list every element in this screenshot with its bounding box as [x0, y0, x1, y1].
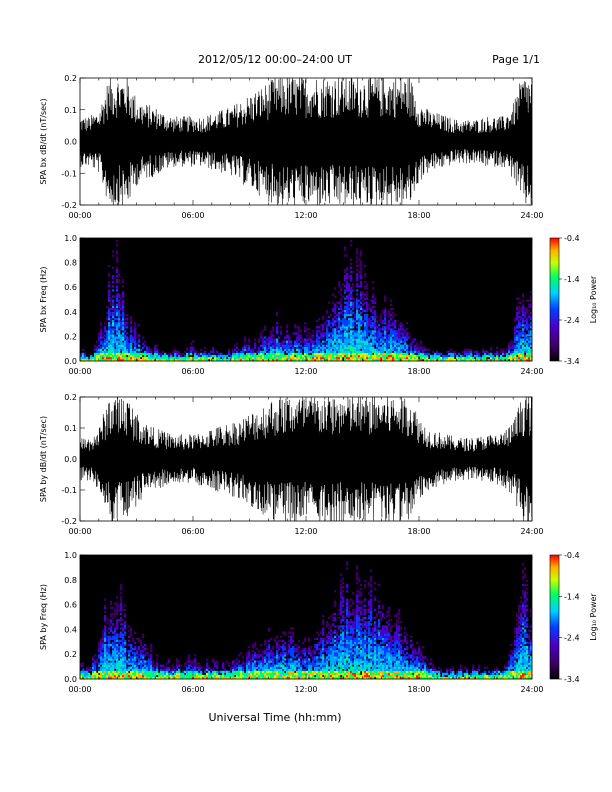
x-tick-label: 18:00 [407, 685, 430, 694]
y-tick-label: -0.2 [61, 517, 77, 526]
colorbar-tick-label: -3.4 [564, 357, 580, 366]
colorbar-tick-label: -1.4 [564, 275, 580, 284]
y-tick-label: 0.1 [64, 106, 77, 115]
y-tick-label: 0.2 [64, 393, 77, 402]
x-tick-label: 12:00 [294, 527, 317, 536]
x-tick-label: 24:00 [520, 367, 543, 376]
panel-by-timeseries: 00:00 06:00 12:00 18:00 24:00 -0.2 -0.1 0.0 0.1 0… [39, 393, 544, 536]
y-tick-label: 0.4 [64, 625, 77, 634]
y-tick-label: -0.2 [61, 201, 77, 210]
x-tick-label: 12:00 [294, 685, 317, 694]
y-tick-label: -0.1 [61, 169, 77, 178]
y-tick-label: 0.2 [64, 650, 77, 659]
y-axis-label: SPA by Freq (Hz) [39, 584, 48, 650]
x-axis-label: Universal Time (hh:mm) [208, 711, 342, 724]
x-tick-label: 18:00 [407, 527, 430, 536]
x-tick-label: 24:00 [520, 685, 543, 694]
x-tick-label: 18:00 [407, 367, 430, 376]
colorbar-tick-label: -2.4 [564, 316, 580, 325]
x-tick-label: 00:00 [68, 685, 91, 694]
x-tick-label: 00:00 [68, 211, 91, 220]
y-tick-label: 0.1 [64, 424, 77, 433]
x-tick-label: 06:00 [181, 527, 204, 536]
y-tick-label: -0.1 [61, 486, 77, 495]
panel-bx-timeseries: 00:00 06:00 12:00 18:00 24:00 -0.2 -0.1 0.0 0.1 0… [39, 74, 544, 220]
x-tick-label: 00:00 [68, 367, 91, 376]
page-title: 2012/05/12 00:00–24:00 UT [197, 53, 353, 66]
x-tick-label: 24:00 [520, 211, 543, 220]
colorbar [549, 554, 560, 680]
y-tick-label: 0.8 [64, 259, 77, 268]
y-tick-label: 0.4 [64, 308, 77, 317]
y-tick-label: 0.2 [64, 74, 77, 83]
x-tick-label: 24:00 [520, 527, 543, 536]
x-tick-label: 12:00 [294, 211, 317, 220]
y-tick-label: 0.2 [64, 332, 77, 341]
x-tick-label: 00:00 [68, 527, 91, 536]
x-tick-label: 06:00 [181, 211, 204, 220]
y-tick-label: 0.0 [64, 675, 77, 684]
y-tick-label: 0.6 [64, 283, 77, 292]
colorbar-tick-label: -1.4 [564, 592, 580, 601]
colorbar-tick-label: -3.4 [564, 675, 580, 684]
y-tick-label: 0.8 [64, 576, 77, 585]
panel-by-spectrogram: -0.4 -1.4 -2.4 -3.4 Log₁₀ Power 00:00 06:00 12:… [39, 551, 598, 694]
colorbar-tick-label: -2.4 [564, 634, 580, 643]
colorbar-tick-label: -0.4 [564, 551, 580, 560]
data-trace [80, 397, 532, 521]
colorbar-tick-label: -0.4 [564, 234, 580, 243]
y-tick-label: 0.6 [64, 601, 77, 610]
colorbar-label: Log₁₀ Power [589, 593, 598, 641]
x-tick-label: 12:00 [294, 367, 317, 376]
y-axis-label: SPA bx dB/dt (nT/sec) [39, 98, 48, 184]
colorbar-label: Log₁₀ Power [589, 275, 598, 323]
x-tick-label: 18:00 [407, 211, 430, 220]
x-tick-label: 06:00 [181, 367, 204, 376]
y-tick-label: 0.0 [64, 138, 77, 147]
colorbar [549, 237, 560, 362]
x-tick-label: 06:00 [181, 685, 204, 694]
y-axis-label: SPA by dB/dt (nT/sec) [39, 416, 48, 502]
page-number: Page 1/1 [492, 53, 540, 66]
y-axis-label: SPA bx Freq (Hz) [39, 267, 48, 333]
y-tick-label: 0.0 [64, 357, 77, 366]
data-trace [80, 78, 532, 205]
y-tick-label: 1.0 [64, 551, 77, 560]
y-tick-label: 1.0 [64, 234, 77, 243]
y-tick-label: 0.0 [64, 455, 77, 464]
panel-bx-spectrogram: -0.4 -1.4 -2.4 -3.4 Log₁₀ Power 00:00 06:00 12:… [39, 234, 598, 376]
